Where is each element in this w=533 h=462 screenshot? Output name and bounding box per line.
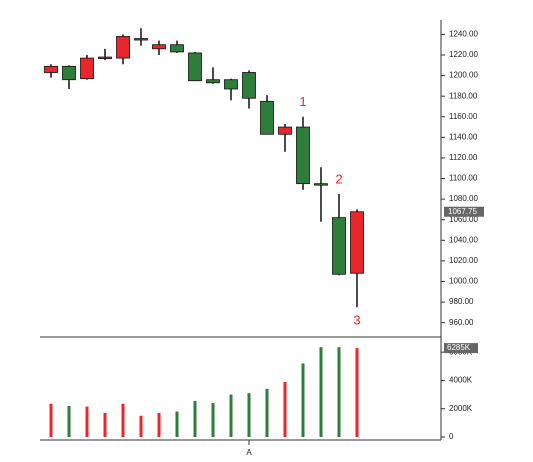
candle-body bbox=[332, 217, 346, 275]
volume-bar bbox=[229, 394, 233, 437]
candle-body bbox=[134, 38, 148, 41]
volume-tick-label: 0 bbox=[449, 432, 454, 441]
candle-body bbox=[350, 211, 364, 274]
volume-bar bbox=[247, 393, 251, 437]
annotation: 1 bbox=[299, 94, 306, 109]
volume-bar bbox=[265, 388, 269, 437]
candle-body bbox=[80, 57, 94, 80]
y-tick-label: 1000.00 bbox=[449, 277, 478, 286]
candle-body bbox=[116, 36, 130, 59]
volume-bar bbox=[67, 405, 71, 437]
y-tick-label: 980.00 bbox=[449, 297, 474, 306]
last-price-label: 1067.75 bbox=[448, 207, 477, 216]
candle-body bbox=[260, 100, 274, 135]
y-tick-label: 1180.00 bbox=[449, 91, 478, 100]
volume-bar bbox=[355, 348, 359, 437]
y-tick-label: 1040.00 bbox=[449, 235, 478, 244]
candle-body bbox=[224, 79, 238, 90]
y-tick-label: 1200.00 bbox=[449, 71, 478, 80]
volume-tick-label: 2000K bbox=[449, 404, 473, 413]
last-volume-box bbox=[444, 343, 478, 354]
y-tick-label: 1080.00 bbox=[449, 194, 478, 203]
volume-bar bbox=[175, 411, 179, 437]
y-tick-label: 1240.00 bbox=[449, 30, 478, 39]
annotation: 2 bbox=[335, 171, 342, 186]
y-tick-label: 1140.00 bbox=[449, 132, 478, 141]
volume-bar bbox=[211, 403, 215, 437]
y-tick-label: 1220.00 bbox=[449, 50, 478, 59]
volume-bar bbox=[193, 400, 197, 437]
volume-bar bbox=[283, 381, 287, 437]
candle-body bbox=[62, 65, 76, 81]
candle-body bbox=[296, 126, 310, 185]
candle-body bbox=[152, 44, 166, 50]
volume-bar bbox=[157, 412, 161, 437]
volume-bar bbox=[301, 363, 305, 437]
volume-bar bbox=[319, 347, 323, 437]
volume-bar bbox=[49, 403, 53, 437]
volume-bar bbox=[103, 412, 107, 437]
candle-body bbox=[206, 79, 220, 84]
volume-bar bbox=[139, 415, 143, 437]
y-tick-label: 1120.00 bbox=[449, 153, 478, 162]
volume-bar bbox=[337, 347, 341, 437]
candle-body bbox=[98, 56, 112, 59]
candle-body bbox=[170, 44, 184, 53]
y-tick-label: 1160.00 bbox=[449, 112, 478, 121]
y-tick-label: 960.00 bbox=[449, 318, 474, 327]
volume-bar bbox=[121, 403, 125, 437]
annotation: 3 bbox=[353, 313, 360, 328]
candle-body bbox=[314, 183, 328, 186]
candle-body bbox=[44, 65, 58, 73]
volume-bar bbox=[85, 406, 89, 437]
volume-tick-label: 4000K bbox=[449, 376, 473, 385]
y-tick-label: 1060.00 bbox=[449, 215, 478, 224]
x-tick-label: A bbox=[246, 448, 252, 457]
last-volume-label: 6285K bbox=[447, 343, 471, 352]
y-tick-label: 1020.00 bbox=[449, 256, 478, 265]
candle-body bbox=[278, 126, 292, 135]
last-price-box bbox=[444, 206, 484, 217]
candle-body bbox=[242, 72, 256, 99]
candle-body bbox=[188, 52, 202, 82]
y-tick-label: 1100.00 bbox=[449, 174, 478, 183]
